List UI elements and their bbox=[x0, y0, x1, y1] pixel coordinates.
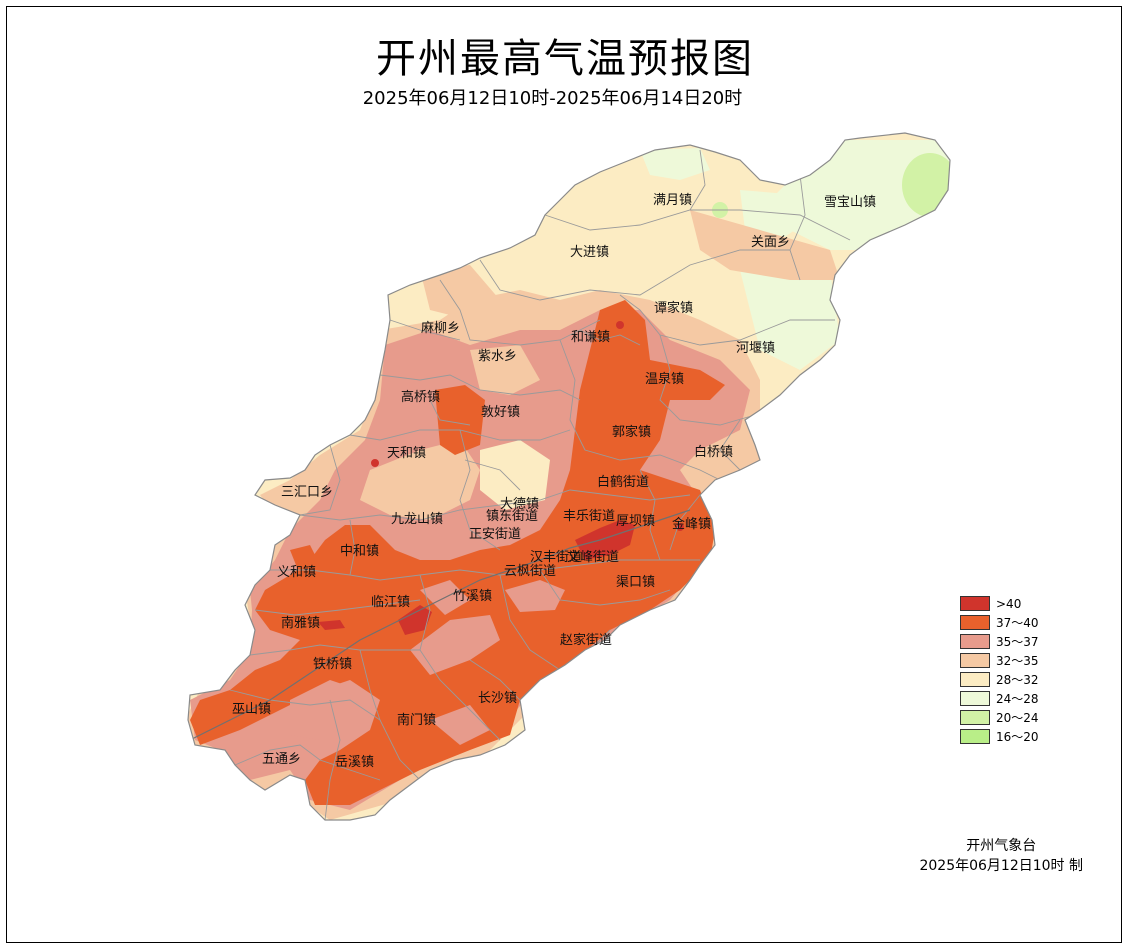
legend-label: 24～28 bbox=[996, 692, 1039, 706]
legend-swatch bbox=[960, 615, 990, 630]
place-jinfeng: 金峰镇 bbox=[672, 516, 711, 532]
legend-swatch bbox=[960, 653, 990, 668]
place-hanfeng: 汉丰街道 bbox=[530, 550, 582, 565]
legend-swatch bbox=[960, 672, 990, 687]
legend-row: 35～37 bbox=[960, 632, 1039, 651]
place-zhaojia: 赵家街道 bbox=[560, 632, 612, 648]
place-manyue: 满月镇 bbox=[653, 193, 692, 208]
legend-row: 37～40 bbox=[960, 613, 1039, 632]
legend-label: 20～24 bbox=[996, 711, 1039, 725]
credit-agency: 开州气象台 bbox=[966, 838, 1037, 854]
legend-swatch bbox=[960, 691, 990, 706]
place-guojia: 郭家镇 bbox=[612, 424, 651, 440]
legend-swatch bbox=[960, 596, 990, 611]
place-baiqiao: 白桥镇 bbox=[694, 444, 733, 460]
place-nanya: 南雅镇 bbox=[281, 615, 320, 631]
place-tiegiao: 铁桥镇 bbox=[313, 657, 352, 672]
legend-swatch bbox=[960, 729, 990, 744]
place-zhengan: 正安街道 bbox=[469, 527, 521, 542]
legend-label: 35～37 bbox=[996, 635, 1039, 649]
legend-row: 32～35 bbox=[960, 651, 1039, 670]
legend-label: 28～32 bbox=[996, 673, 1039, 687]
place-guanmian: 关面乡 bbox=[751, 235, 790, 250]
place-yuexi: 岳溪镇 bbox=[335, 755, 374, 770]
legend-label: 16～20 bbox=[996, 730, 1039, 744]
place-zhendong: 镇东街道 bbox=[486, 509, 538, 524]
place-wushan: 巫山镇 bbox=[232, 702, 271, 717]
place-maliu: 麻柳乡 bbox=[421, 321, 460, 336]
place-gaoqiao: 高桥镇 bbox=[401, 389, 440, 405]
map-frame bbox=[6, 6, 1122, 943]
place-zhuxi: 竹溪镇 bbox=[453, 589, 492, 604]
map-subtitle: 2025年06月12日10时-2025年06月14日20时 bbox=[362, 88, 743, 109]
place-nanmen: 南门镇 bbox=[397, 712, 436, 728]
place-zhonghe: 中和镇 bbox=[340, 544, 379, 559]
legend-row: 20～24 bbox=[960, 708, 1039, 727]
place-jiulongshan: 九龙山镇 bbox=[391, 512, 443, 527]
legend-swatch bbox=[960, 710, 990, 725]
place-wenfeng: 文峰街道 bbox=[567, 550, 619, 565]
legend: >40 37～40 35～37 32～35 28～32 24～28 20～24 … bbox=[960, 594, 1039, 746]
place-wutong: 五通乡 bbox=[262, 752, 301, 767]
legend-label: >40 bbox=[996, 596, 1022, 611]
place-sanhuikou: 三汇口乡 bbox=[281, 485, 333, 500]
legend-row: 16～20 bbox=[960, 727, 1039, 746]
place-dajin: 大进镇 bbox=[570, 245, 609, 260]
place-fenle: 丰乐街道 bbox=[563, 509, 615, 524]
map-title: 开州最高气温预报图 bbox=[376, 36, 754, 82]
place-heyan: 河堰镇 bbox=[736, 341, 775, 356]
legend-row: 28～32 bbox=[960, 670, 1039, 689]
place-tianhe: 天和镇 bbox=[387, 446, 426, 461]
place-labels: 满月镇 雪宝山镇 大进镇 关面乡 谭家镇 麻柳乡 和谦镇 河堰镇 紫水乡 温泉镇… bbox=[232, 193, 876, 770]
place-houba: 厚坝镇 bbox=[616, 514, 655, 529]
legend-label: 37～40 bbox=[996, 616, 1039, 630]
credit: 开州气象台 2025年06月12日10时 制 bbox=[919, 836, 1083, 876]
legend-swatch bbox=[960, 634, 990, 649]
place-zishui: 紫水乡 bbox=[478, 349, 517, 364]
place-wenquan: 温泉镇 bbox=[645, 371, 684, 387]
place-xuebaoshan: 雪宝山镇 bbox=[824, 195, 876, 210]
legend-row: >40 bbox=[960, 594, 1039, 613]
place-dade: 大德镇 bbox=[500, 497, 539, 512]
legend-label: 32～35 bbox=[996, 654, 1039, 668]
place-yihe: 义和镇 bbox=[277, 565, 316, 580]
place-yunfeng: 云枫街道 bbox=[504, 564, 556, 579]
place-lianjiang: 临江镇 bbox=[371, 595, 410, 610]
legend-row: 24～28 bbox=[960, 689, 1039, 708]
place-changsha: 长沙镇 bbox=[478, 691, 517, 706]
credit-issued: 2025年06月12日10时 制 bbox=[919, 858, 1083, 874]
place-heqian: 和谦镇 bbox=[571, 330, 610, 345]
place-minhao: 敦好镇 bbox=[481, 404, 520, 420]
place-qukou: 渠口镇 bbox=[616, 575, 655, 590]
place-tanjia: 谭家镇 bbox=[654, 300, 693, 316]
place-baihe: 白鹤街道 bbox=[597, 474, 649, 490]
